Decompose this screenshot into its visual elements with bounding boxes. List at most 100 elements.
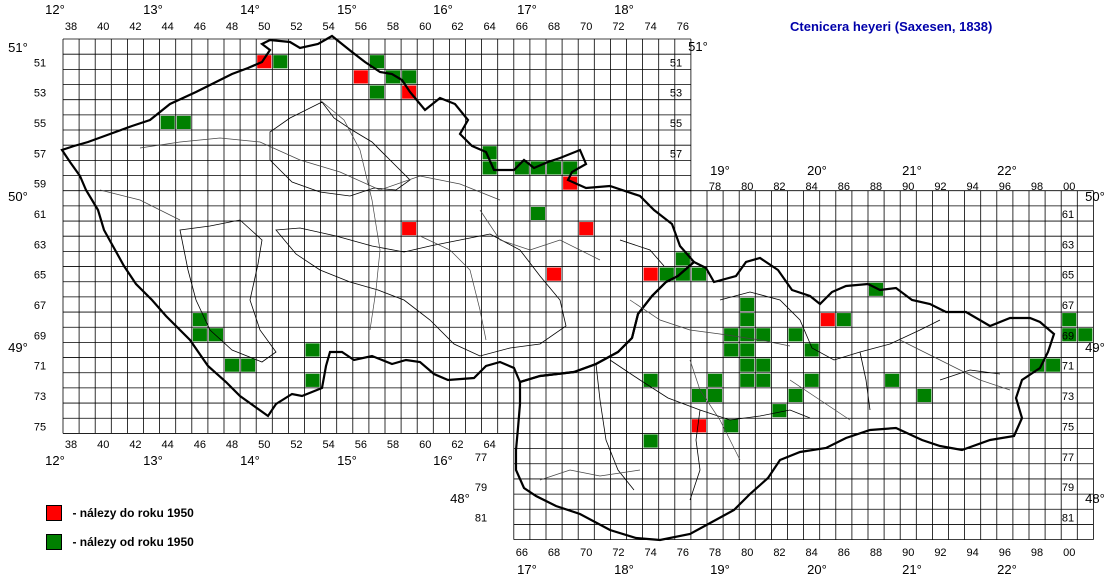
- column-label: 78: [709, 547, 721, 559]
- record-cell-new: [740, 343, 755, 357]
- column-label: 72: [612, 547, 624, 559]
- row-label: 73: [1062, 391, 1074, 403]
- column-label: 38: [65, 439, 77, 451]
- row-label: 71: [1062, 361, 1074, 373]
- column-label: 46: [194, 439, 206, 451]
- record-cell-old: [820, 313, 835, 327]
- record-cell-new: [788, 388, 803, 403]
- row-label: 79: [475, 482, 487, 494]
- rivers: [99, 99, 1011, 481]
- record-cell-new: [643, 434, 658, 448]
- column-label: 92: [934, 547, 946, 559]
- column-label: 50: [258, 439, 270, 451]
- record-cell-new: [836, 313, 851, 327]
- record-cell-new: [756, 373, 771, 387]
- row-label: 81: [475, 512, 487, 524]
- column-label: 86: [838, 547, 850, 559]
- record-cell-new: [547, 161, 562, 175]
- record-cell-new: [756, 358, 771, 372]
- row-label: 75: [34, 421, 46, 433]
- column-label: 60: [419, 439, 431, 451]
- longitude-label: 17°: [517, 562, 537, 577]
- record-cell-new: [369, 55, 384, 69]
- column-label: 52: [290, 21, 302, 33]
- record-cell-new: [305, 373, 320, 387]
- record-cell-old: [402, 222, 417, 236]
- record-cell-new: [563, 161, 578, 175]
- record-cell-new: [1062, 328, 1077, 342]
- latitude-label: 51°: [8, 40, 28, 55]
- record-cell-new: [530, 206, 545, 221]
- record-cell-new: [691, 388, 706, 403]
- longitude-label: 14°: [240, 453, 260, 468]
- longitude-label: 16°: [433, 453, 453, 468]
- longitude-label: 17°: [517, 2, 537, 17]
- record-cell-old: [353, 70, 368, 84]
- record-cell-new: [402, 70, 417, 84]
- column-label: 70: [580, 547, 592, 559]
- record-cell-new: [788, 328, 803, 342]
- longitude-label: 12°: [45, 2, 65, 17]
- row-label: 77: [475, 452, 487, 464]
- record-cell-new: [740, 313, 755, 327]
- record-cell-old: [579, 222, 594, 236]
- latitude-label: 50°: [8, 189, 28, 204]
- longitude-label: 19°: [710, 163, 730, 178]
- column-label: 56: [355, 439, 367, 451]
- row-label: 69: [1062, 330, 1074, 342]
- record-cell-new: [192, 328, 207, 342]
- record-cell-new: [482, 146, 497, 160]
- legend-swatch-old: [46, 504, 62, 521]
- column-label: 80: [741, 181, 753, 193]
- longitude-label: 15°: [337, 453, 357, 468]
- row-label: 57: [34, 148, 46, 160]
- longitude-label: 19°: [710, 562, 730, 577]
- record-cell-new: [740, 358, 755, 372]
- record-cell-old: [547, 267, 562, 281]
- record-cell-new: [724, 419, 739, 433]
- record-cell-new: [708, 388, 723, 403]
- row-label: 79: [1062, 482, 1074, 494]
- row-label: 65: [1062, 270, 1074, 282]
- column-label: 84: [806, 181, 818, 193]
- column-label: 86: [838, 181, 850, 193]
- row-label: 61: [34, 209, 46, 221]
- row-label: 53: [670, 88, 682, 100]
- column-label: 74: [645, 21, 657, 33]
- row-label: 67: [1062, 300, 1074, 312]
- record-cell-new: [691, 267, 706, 281]
- column-label: 88: [870, 181, 882, 193]
- record-cell-old: [563, 176, 578, 190]
- column-label: 90: [902, 181, 914, 193]
- record-cell-new: [482, 161, 497, 175]
- row-label: 51: [670, 57, 682, 69]
- record-cell-new: [273, 55, 288, 69]
- column-label: 92: [934, 181, 946, 193]
- column-label: 78: [709, 181, 721, 193]
- record-cell-new: [756, 328, 771, 342]
- legend-swatch-new: [46, 533, 62, 550]
- column-label: 90: [902, 547, 914, 559]
- column-label: 56: [355, 21, 367, 33]
- longitude-label: 20°: [807, 562, 827, 577]
- record-cell-new: [772, 404, 787, 418]
- column-label: 70: [580, 21, 592, 33]
- longitude-label: 15°: [337, 2, 357, 17]
- record-cell-new: [176, 115, 191, 130]
- row-label: 71: [34, 361, 46, 373]
- record-cell-new: [724, 343, 739, 357]
- row-label: 63: [34, 239, 46, 251]
- column-label: 96: [999, 547, 1011, 559]
- column-label: 84: [806, 547, 818, 559]
- column-label: 38: [65, 21, 77, 33]
- grid-labels: 38 40 42 44 46 48 50 52 54 56 58 60 62 64 66 68 70 72 74 76…: [8, 2, 1105, 577]
- record-cell-new: [740, 373, 755, 387]
- column-label: 82: [773, 547, 785, 559]
- column-label: 98: [1031, 547, 1043, 559]
- column-label: 96: [999, 181, 1011, 193]
- column-label: 50: [258, 21, 270, 33]
- country-borders: [60, 34, 1056, 542]
- column-label: 94: [967, 181, 979, 193]
- column-label: 80: [741, 547, 753, 559]
